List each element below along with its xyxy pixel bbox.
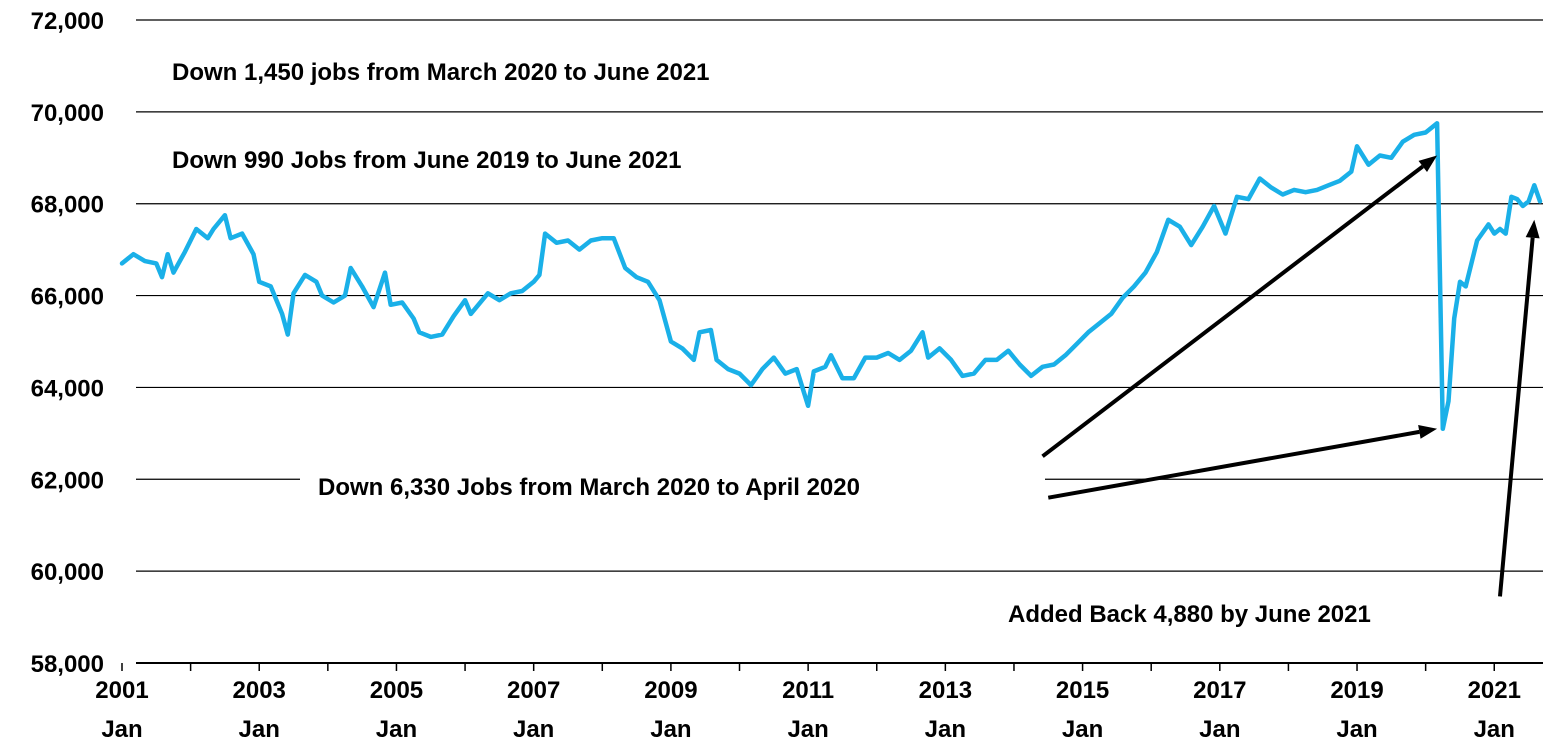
x-tick-year: 2005 <box>370 677 423 704</box>
annotation-6330-jobs: Down 6,330 Jobs from March 2020 to April… <box>318 474 860 501</box>
x-tick-month: Jan <box>925 716 966 743</box>
annotation-990-jobs: Down 990 Jobs from June 2019 to June 202… <box>172 147 682 174</box>
y-tick-label: 60,000 <box>31 559 104 586</box>
annotation-arrow-head <box>1418 155 1438 172</box>
x-tick-month: Jan <box>1199 716 1240 743</box>
x-tick-month: Jan <box>239 716 280 743</box>
annotation-added-back: Added Back 4,880 by June 2021 <box>1008 601 1371 628</box>
x-tick-month: Jan <box>376 716 417 743</box>
x-tick-year: 2013 <box>919 677 972 704</box>
x-tick-year: 2017 <box>1193 677 1246 704</box>
annotation-arrow-shaft <box>1497 237 1535 597</box>
annotation-1450-jobs: Down 1,450 jobs from March 2020 to June … <box>172 59 710 86</box>
y-tick-label: 64,000 <box>31 375 104 402</box>
annotation-arrows <box>1041 155 1540 597</box>
x-tick-year: 2011 <box>782 677 834 704</box>
x-tick-month: Jan <box>650 716 691 743</box>
x-tick-year: 2019 <box>1330 677 1383 704</box>
x-tick-year: 2003 <box>233 677 286 704</box>
y-tick-label: 72,000 <box>31 8 104 35</box>
x-tick-year: 2015 <box>1056 677 1109 704</box>
annotation-arrow-shaft <box>1041 164 1424 458</box>
series-line-jobs <box>119 121 1543 432</box>
y-tick-label: 68,000 <box>31 192 104 219</box>
x-axis: 2001 Jan 2003 Jan 2005 Jan 2007 Jan 2009 Jan 2011 J… <box>95 662 1543 743</box>
x-tick-month: Jan <box>1336 716 1377 743</box>
x-tick-month: Jan <box>1474 716 1515 743</box>
annotation-arrow-head <box>1525 219 1540 239</box>
y-tick-label: 58,000 <box>31 651 104 678</box>
x-tick-year: 2007 <box>507 677 560 704</box>
x-tick-month: Jan <box>787 716 828 743</box>
annotation-6330-jobs-background <box>300 462 1045 508</box>
x-tick-year: 2021 <box>1468 677 1521 704</box>
x-tick-year: 2001 <box>95 677 148 704</box>
x-tick-month: Jan <box>1062 716 1103 743</box>
y-tick-label: 66,000 <box>31 284 104 311</box>
y-axis: 58,000 60,000 62,000 64,000 66,000 68,000 70,0… <box>31 8 104 678</box>
annotations: Down 1,450 jobs from March 2020 to June … <box>172 59 1371 628</box>
y-tick-label: 62,000 <box>31 467 104 494</box>
annotation-arrow-head <box>1418 425 1438 439</box>
y-tick-label: 70,000 <box>31 100 104 127</box>
series-layer <box>119 121 1543 432</box>
x-tick-month: Jan <box>513 716 554 743</box>
x-tick-month: Jan <box>101 716 142 743</box>
annotation-arrow-shaft <box>1047 429 1420 500</box>
x-tick-year: 2009 <box>644 677 697 704</box>
